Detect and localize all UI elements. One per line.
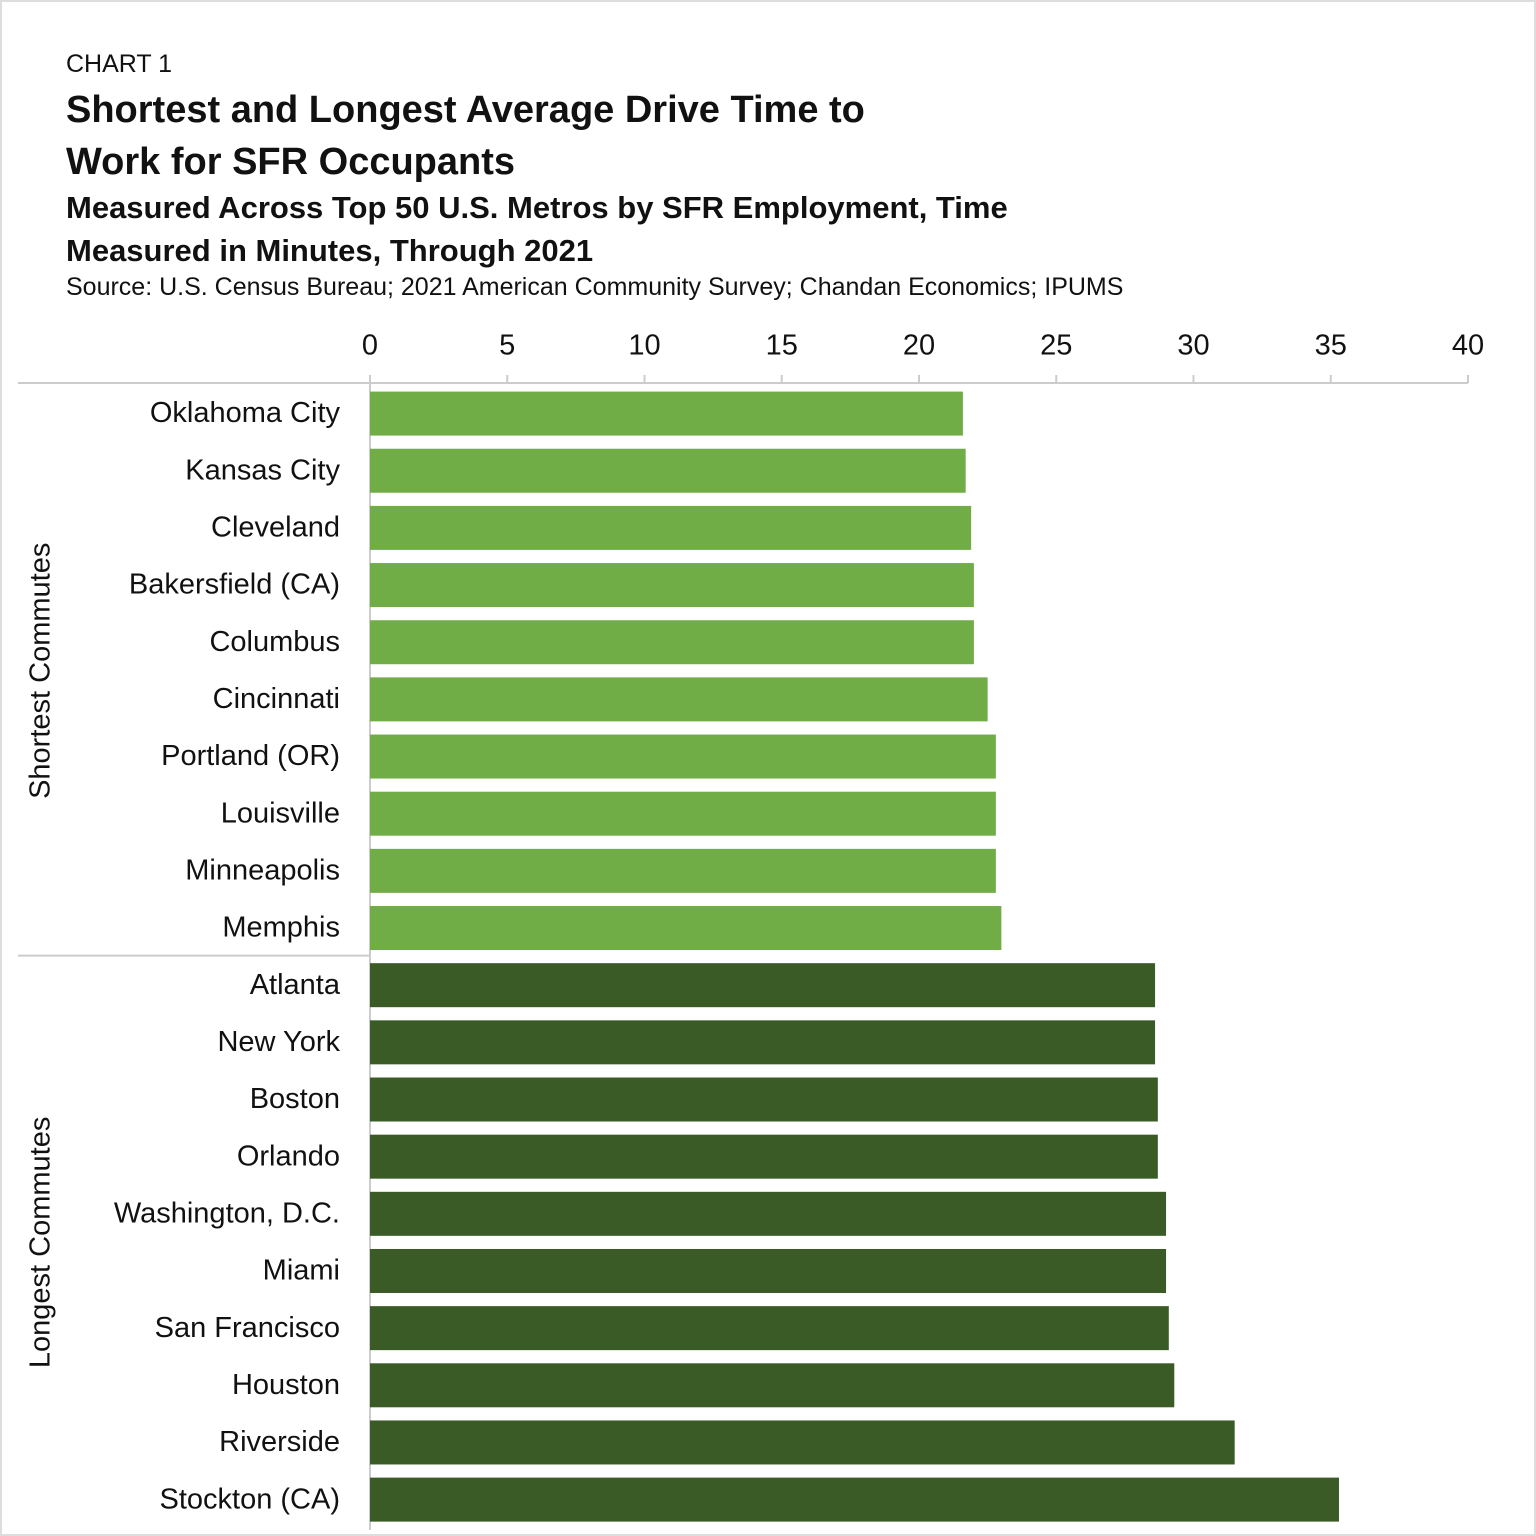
x-tick-label: 25: [1040, 330, 1072, 362]
y-tick-label: Boston: [250, 1083, 340, 1115]
y-tick-label: San Francisco: [155, 1312, 340, 1344]
y-tick-label: Stockton (CA): [160, 1483, 341, 1515]
chart-kicker: CHART 1: [66, 50, 173, 78]
bar: [370, 1134, 1158, 1179]
bar: [370, 1420, 1235, 1465]
bar: [370, 1363, 1175, 1408]
bar: [370, 963, 1156, 1008]
y-tick-label: Orlando: [237, 1140, 340, 1172]
bar: [370, 906, 1002, 951]
chart-subtitle: Measured Across Top 50 U.S. Metros by SF…: [66, 190, 1008, 268]
y-tick-label: Cleveland: [211, 512, 340, 544]
x-tick-label: 5: [499, 330, 515, 362]
y-tick-label: Louisville: [221, 797, 340, 829]
bar: [370, 1077, 1158, 1122]
bar: [370, 1477, 1339, 1522]
x-tick-label: 20: [903, 330, 935, 362]
y-tick-label: New York: [217, 1026, 340, 1058]
x-tick-label: 10: [628, 330, 660, 362]
bar: [370, 848, 996, 893]
bar: [370, 505, 972, 550]
y-tick-label: Minneapolis: [185, 855, 340, 887]
x-tick-label: 30: [1177, 330, 1209, 362]
y-tick-label: Atlanta: [250, 969, 341, 1001]
y-tick-label: Memphis: [222, 912, 340, 944]
x-tick-label: 35: [1315, 330, 1347, 362]
chart-title: Shortest and Longest Average Drive Time …: [66, 89, 865, 183]
y-tick-label: Columbus: [209, 626, 340, 658]
bar: [370, 391, 963, 436]
y-tick-label: Kansas City: [185, 454, 340, 486]
group-label: Longest Commutes: [25, 1117, 57, 1368]
bar: [370, 620, 974, 665]
y-tick-label: Miami: [263, 1255, 340, 1287]
chart-source: Source: U.S. Census Bureau; 2021 America…: [66, 273, 1124, 301]
bar: [370, 791, 996, 836]
bar: [370, 734, 996, 779]
y-tick-label: Cincinnati: [213, 683, 340, 715]
bar: [370, 448, 966, 493]
x-tick-label: 15: [766, 330, 798, 362]
x-tick-label: 0: [362, 330, 378, 362]
x-tick-label: 40: [1452, 330, 1484, 362]
y-tick-label: Bakersfield (CA): [129, 569, 340, 601]
group-label: Shortest Commutes: [25, 543, 57, 799]
bar: [370, 1020, 1156, 1065]
bar: [370, 1306, 1169, 1351]
bar: [370, 1248, 1167, 1293]
y-tick-label: Portland (OR): [161, 740, 340, 772]
y-tick-label: Houston: [232, 1369, 340, 1401]
bar: [370, 563, 974, 608]
bar: [370, 677, 988, 722]
bar: [370, 1191, 1167, 1236]
y-tick-label: Riverside: [219, 1426, 340, 1458]
y-tick-label: Washington, D.C.: [114, 1197, 340, 1229]
y-tick-label: Oklahoma City: [150, 397, 341, 429]
